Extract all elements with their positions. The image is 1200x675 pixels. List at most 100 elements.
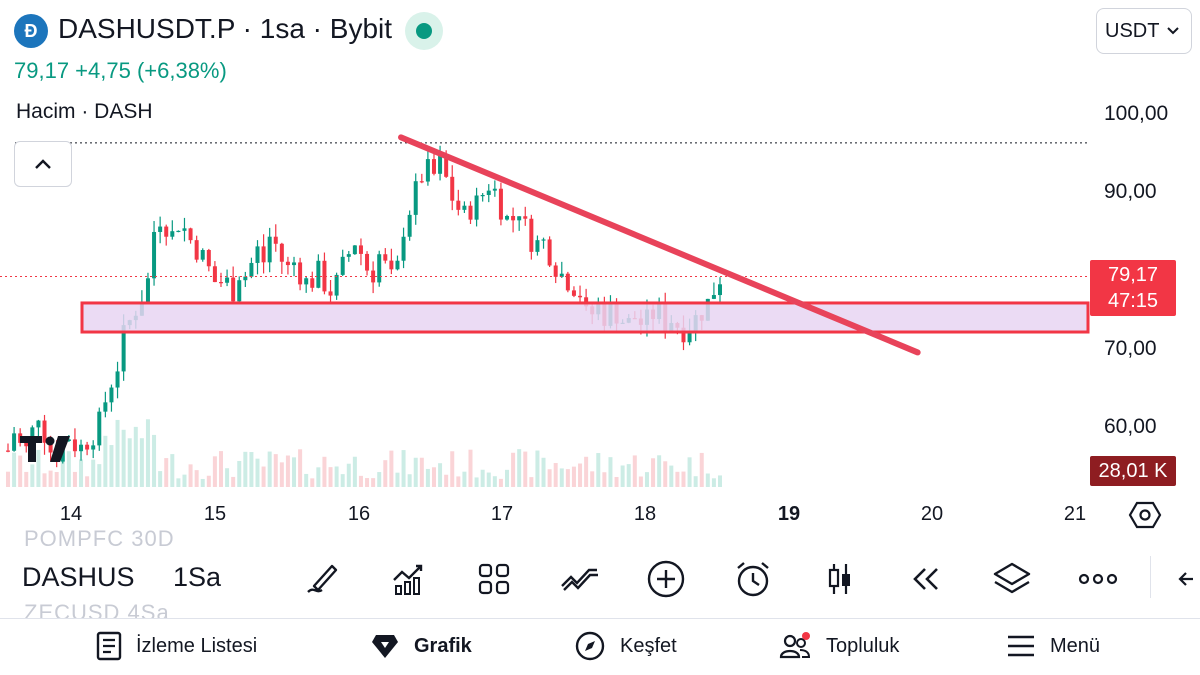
alert-button[interactable]: [730, 556, 776, 602]
x-tick-label: 20: [920, 503, 944, 525]
candle-body: [237, 280, 242, 302]
candle-body: [158, 226, 163, 232]
currency-select[interactable]: USDT: [1096, 8, 1192, 54]
volume-bar: [334, 466, 339, 487]
templates-button[interactable]: [471, 556, 517, 602]
candle-body: [371, 270, 376, 283]
more-button[interactable]: [1075, 556, 1121, 602]
volume-value-tag: 28,01 K: [1090, 456, 1176, 486]
candle-body: [285, 261, 290, 266]
candle-body: [292, 262, 297, 266]
tab-chart[interactable]: Grafik: [370, 620, 472, 672]
candle-body: [535, 240, 540, 252]
toolbar-collapse-button[interactable]: [1170, 556, 1200, 602]
candle-body: [340, 256, 345, 275]
candle-body: [687, 330, 692, 343]
volume-bar: [24, 471, 29, 487]
volume-bar: [243, 451, 248, 487]
candle-body: [273, 236, 278, 244]
replay-button[interactable]: [903, 556, 949, 602]
candle-body: [407, 214, 412, 237]
drawing-icon: [307, 564, 338, 593]
candle-body: [365, 253, 370, 271]
candle-body: [66, 439, 71, 441]
candle-body: [115, 371, 120, 388]
candle-body: [121, 325, 126, 372]
volume-bar: [97, 464, 102, 487]
candle-body: [298, 262, 303, 285]
tab-watchlist[interactable]: İzleme Listesi: [96, 620, 257, 672]
collapse-legend-button[interactable]: [14, 141, 72, 187]
tab-label: Keşfet: [620, 634, 677, 657]
candle-body: [389, 260, 394, 270]
volume-bar: [139, 438, 144, 487]
add-icon: [647, 560, 685, 598]
current-price-value: 79,17: [1107, 264, 1159, 286]
volume-bar: [480, 469, 485, 487]
candle-body: [474, 195, 479, 220]
volume-bar: [498, 478, 503, 487]
volume-bar: [91, 459, 96, 487]
volume-bar: [638, 476, 643, 487]
alert-icon: [737, 562, 769, 597]
tab-community[interactable]: Topluluk: [778, 620, 899, 672]
patterns-button[interactable]: [557, 556, 603, 602]
symbol-title[interactable]: DASHUSDT.P · 1sa · Bybit: [58, 13, 393, 44]
current-price-tag: 79,17 47:15: [1090, 260, 1176, 316]
candle-body: [523, 216, 528, 219]
candle-body: [395, 260, 400, 270]
volume-bar: [383, 460, 388, 487]
toolbar-symbol-button[interactable]: DASHUS: [22, 562, 135, 592]
volume-bar: [212, 456, 217, 487]
toolbar-interval-button[interactable]: 1Sa: [173, 562, 222, 592]
candle-body: [12, 433, 17, 451]
volume-bar: [365, 478, 370, 487]
tradingview-logo: [20, 436, 70, 462]
candle-body: [718, 284, 722, 296]
volume-bar: [206, 475, 211, 487]
candle-type-button[interactable]: [817, 556, 863, 602]
price-chart[interactable]: [0, 0, 1200, 545]
candle-body: [194, 240, 199, 260]
tab-label: Topluluk: [826, 634, 900, 657]
volume-bar: [541, 457, 546, 487]
candle-body: [505, 215, 510, 220]
volume-bar: [249, 452, 254, 487]
volume-bar: [152, 434, 157, 487]
candle-body: [91, 445, 96, 450]
tab-explore[interactable]: Keşfet: [574, 620, 677, 672]
candle-body: [304, 278, 309, 285]
add-button[interactable]: [643, 556, 689, 602]
volume-bar: [608, 457, 613, 487]
candle-body: [206, 250, 211, 267]
candle-body: [48, 442, 53, 453]
layers-icon: [993, 562, 1031, 594]
candle-body: [85, 444, 90, 450]
volume-bar: [596, 453, 601, 487]
volume-bar: [377, 472, 382, 487]
volume-bar: [352, 456, 357, 487]
candle-body: [352, 245, 357, 255]
price-change-line: 79,17 +4,75 (+6,38%): [14, 58, 227, 83]
volume-bar: [115, 419, 120, 487]
volume-bar: [158, 471, 163, 487]
volume-bar: [517, 449, 522, 487]
volume-indicator-label[interactable]: Hacim · DASH: [16, 100, 153, 123]
candle-body: [413, 181, 418, 215]
x-tick-label: 21: [1063, 503, 1087, 525]
x-tick-label: 17: [490, 503, 514, 525]
layers-button[interactable]: [989, 556, 1035, 602]
volume-bar: [316, 467, 321, 487]
y-tick-label: 60,00: [1104, 415, 1157, 438]
chart-icon: [372, 635, 398, 658]
candle-body: [72, 439, 77, 452]
volume-bar: [553, 463, 558, 487]
drawing-tool-button[interactable]: [298, 556, 344, 602]
volume-bar: [48, 470, 53, 487]
volume-bar: [292, 457, 297, 487]
candle-body: [346, 254, 351, 257]
volume-bar: [170, 454, 175, 487]
chart-settings-icon[interactable]: [1128, 500, 1162, 530]
tab-menu[interactable]: Menü: [1006, 620, 1100, 672]
indicators-button[interactable]: [385, 556, 431, 602]
